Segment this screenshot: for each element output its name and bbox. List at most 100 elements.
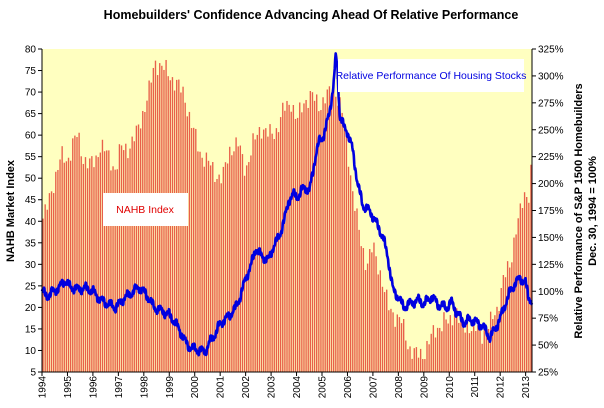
right-tick-label: 100% [538,287,564,298]
nahb-bar [231,155,233,372]
right-axis-ticks: 25% 50% 75% 100% 125% 150% 175% 200% 225% 250% 275… [532,45,564,379]
nahb-bar [169,80,172,372]
x-tick-label: 2009 [419,376,430,399]
nahb-bar [428,344,430,372]
nahb-bar [186,116,188,372]
nahb-label-box [103,193,188,226]
nahb-bar [468,333,471,372]
nahb-bar [222,166,225,372]
nahb-bar [371,252,373,372]
nahb-bar [528,202,530,372]
nahb-bar [441,331,443,372]
nahb-bar [180,92,182,372]
nahb-bar [377,274,379,372]
perf-label-box [338,59,524,92]
nahb-bar [402,319,405,372]
nahb-bar [324,103,326,373]
left-tick-label: 65 [25,109,37,120]
nahb-bar [131,136,133,372]
nahb-bar [400,323,403,372]
nahb-bar [229,146,231,372]
nahb-bar [426,340,428,372]
x-tick-label: 1996 [88,376,99,399]
nahb-bar [341,112,343,373]
nahb-bar [50,191,53,372]
nahb-bar [67,157,70,372]
nahb-bar [352,191,354,372]
right-tick-label: 250% [538,125,564,136]
nahb-bar [460,316,462,372]
nahb-bar [320,110,322,373]
nahb-bar [299,102,301,372]
nahb-bar [504,277,507,372]
nahb-bar [479,328,481,372]
nahb-bar [137,124,140,372]
nahb-bar [192,127,195,372]
nahb-bar [207,160,210,372]
nahb-bar [129,148,131,372]
nahb-bar [286,100,288,373]
nahb-bar [80,156,82,372]
nahb-bar [422,359,424,372]
nahb-bar [84,157,87,372]
nahb-bar [112,166,114,372]
nahb-bar [483,330,485,372]
nahb-bar [273,139,275,372]
x-tick-label: 2002 [241,376,252,399]
right-tick-label: 225% [538,152,564,163]
nahb-bar [502,275,505,372]
nahb-bar [108,150,110,372]
nahb-bar [309,90,312,372]
nahb-bar [390,308,392,372]
nahb-bar [120,145,123,372]
nahb-bar [89,158,91,372]
nahb-bar [411,358,413,372]
nahb-bar [290,111,292,372]
nahb-bar [142,110,144,372]
nahb-bar [375,256,377,372]
nahb-bar [316,94,318,372]
nahb-bar [496,306,498,372]
nahb-bar [322,97,324,373]
nahb-bar [233,151,235,372]
nahb-bar [332,86,335,373]
nahb-bar [127,158,129,372]
nahb-bar [407,349,409,372]
nahb-bar [449,315,452,372]
left-tick-label: 20 [25,303,37,314]
nahb-bar [498,310,500,372]
nahb-bar [364,270,367,372]
nahb-bar [146,100,148,372]
nahb-bar [405,340,407,372]
nahb-bar [144,112,146,372]
nahb-bar [248,162,250,372]
nahb-bar [356,208,358,372]
nahb-bar [318,111,320,372]
nahb-bar [282,102,284,373]
nahb-bar [398,317,401,372]
right-tick-label: 125% [538,260,564,271]
nahb-bar [487,328,490,372]
left-tick-label: 30 [25,260,37,271]
nahb-bar [296,117,299,372]
nahb-label: NAHB Index [116,204,175,216]
nahb-bar [307,107,309,373]
nahb-bar [203,166,205,372]
nahb-bar [103,151,106,372]
nahb-bar [74,135,76,372]
nahb-bar [409,346,411,372]
nahb-bar [190,128,193,372]
x-tick-label: 2010 [445,376,456,399]
nahb-bar [311,92,314,372]
nahb-bar [91,156,93,372]
nahb-bar [509,267,511,372]
y-axis-title: NAHB Market Index [5,159,17,262]
nahb-bar [481,343,483,372]
nahb-bar [52,193,55,372]
nahb-bar [362,248,365,372]
right-tick-label: 75% [538,314,558,325]
left-tick-label: 5 [30,368,36,379]
nahb-bar [46,209,48,372]
nahb-bar [419,348,422,372]
